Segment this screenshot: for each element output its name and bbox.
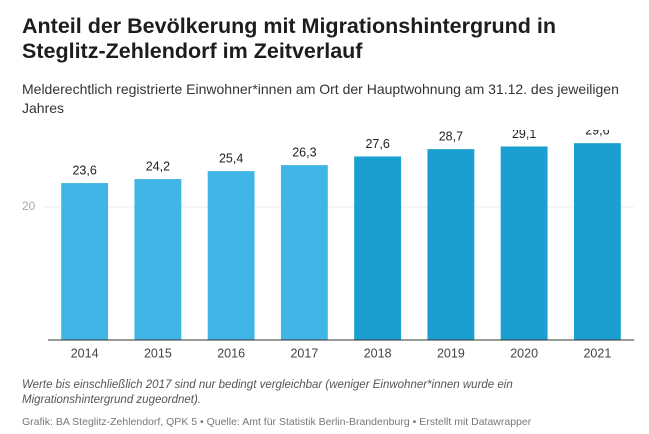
x-tick-label: 2016 [217,346,245,360]
x-tick-label: 2017 [290,346,318,360]
value-label: 26,3 [292,145,316,159]
chart-subtitle: Melderechtlich registrierte Einwohner*in… [22,81,619,116]
y-tick-label: 20 [22,199,36,213]
value-label: 29,1 [512,130,536,141]
chart-source: Grafik: BA Steglitz-Zehlendorf, QPK 5 • … [22,416,532,428]
value-label: 25,4 [219,151,243,165]
x-tick-label: 2015 [144,346,172,360]
bar [427,149,475,340]
bar [134,179,182,340]
chart: 20 2014 23,6 2015 24,2 2016 25,4 2017 26,3 2018 27… [22,130,634,360]
value-label: 23,6 [72,163,96,177]
value-label: 27,6 [365,137,389,151]
x-tick-label: 2019 [437,346,465,360]
x-tick-label: 2014 [71,346,99,360]
chart-title: Anteil der Bevölkerung mit Migrationshin… [22,14,556,63]
chart-note: Werte bis einschließlich 2017 sind nur b… [22,379,513,406]
x-tick-label: 2020 [510,346,538,360]
x-tick-label: 2018 [364,346,392,360]
value-label: 24,2 [146,159,170,173]
x-tick-label: 2021 [583,346,611,360]
value-label: 29,6 [585,130,609,137]
bar [573,143,621,340]
bar [207,171,255,340]
value-label: 28,7 [439,130,463,143]
bar [61,183,109,340]
bar [500,146,548,340]
bar [280,165,328,340]
bar [354,156,402,340]
